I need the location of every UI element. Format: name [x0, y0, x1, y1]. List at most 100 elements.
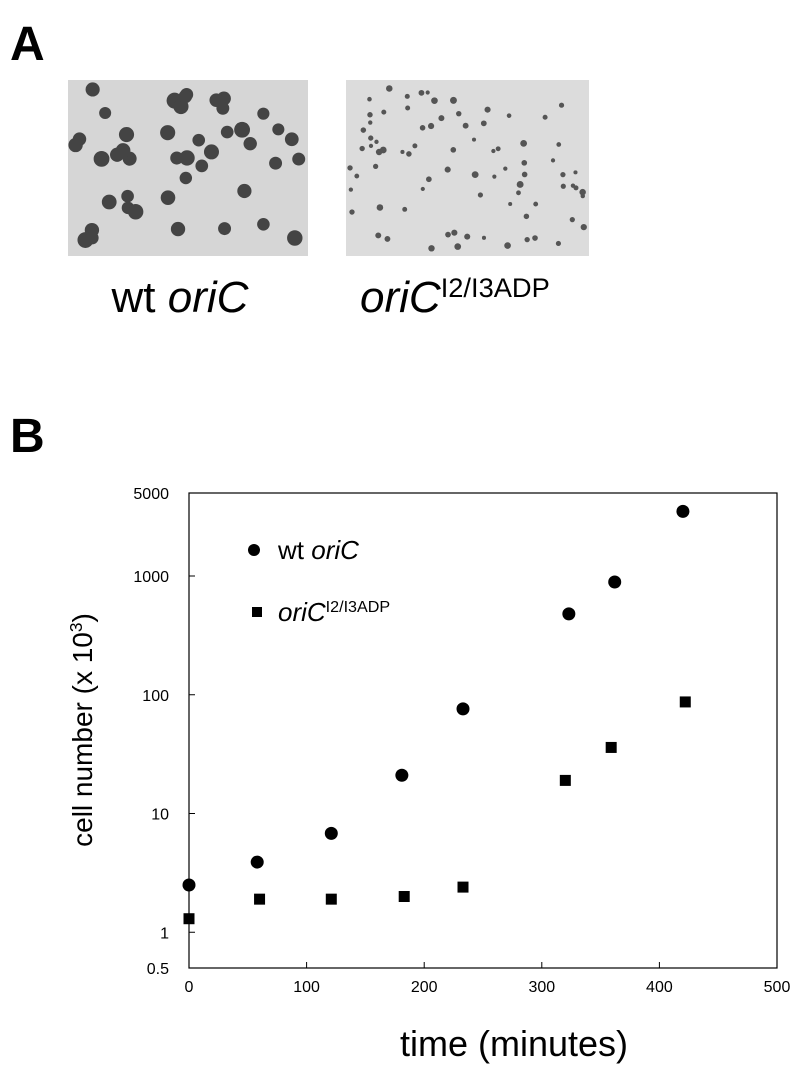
caption: wt oriC [111, 273, 250, 322]
legend-label: oriCI2/I3ADP [278, 597, 390, 627]
colony [170, 151, 184, 165]
colony [516, 181, 524, 188]
colony [427, 122, 435, 130]
legend-marker [248, 544, 260, 556]
colony [580, 224, 587, 231]
colony [359, 145, 365, 152]
colony [450, 96, 457, 104]
colony [367, 112, 373, 118]
colony [556, 142, 562, 147]
colony [405, 105, 411, 111]
colony [234, 121, 251, 138]
colony [521, 159, 528, 166]
colony [243, 136, 257, 151]
colony [491, 148, 496, 154]
colony [287, 230, 303, 246]
colony [573, 170, 578, 175]
colony [444, 166, 451, 173]
colony [418, 89, 425, 96]
y-tick-label: 1000 [133, 569, 169, 586]
legend-marker [252, 607, 262, 617]
colony [481, 235, 487, 240]
text-part: I2/I3ADP [441, 272, 550, 303]
colony [85, 231, 99, 245]
colony [404, 93, 410, 99]
colony [550, 158, 556, 163]
colony [412, 143, 418, 149]
colony [523, 213, 530, 220]
point [395, 768, 409, 782]
colony [381, 109, 387, 115]
colony [220, 125, 234, 139]
colony [195, 159, 209, 173]
y-tick-label: 1 [160, 925, 169, 942]
plot-frame [188, 492, 778, 969]
colony [373, 163, 379, 170]
colony [376, 204, 384, 211]
colony [400, 149, 405, 155]
colony [506, 113, 512, 118]
colony [521, 171, 528, 178]
text-part: oriC [360, 273, 442, 322]
colony [349, 209, 355, 215]
colony [93, 150, 110, 167]
colony [68, 137, 83, 153]
colony [580, 193, 585, 199]
point [183, 913, 195, 925]
colony [492, 174, 497, 179]
colony [85, 82, 100, 97]
colony [170, 221, 186, 237]
colony [471, 171, 479, 179]
colony [456, 110, 462, 117]
point [250, 855, 264, 869]
colony [257, 107, 270, 120]
colony [160, 125, 176, 141]
colony [419, 125, 426, 131]
x-tick-label: 500 [764, 979, 791, 996]
colony [462, 122, 469, 129]
x-tick-label: 300 [528, 979, 555, 996]
colony [368, 135, 374, 141]
x-axis-label: time (minutes) [400, 1023, 628, 1064]
colony [386, 85, 393, 92]
colony [368, 120, 373, 125]
colony [508, 201, 513, 207]
colony [367, 96, 372, 102]
colony [504, 242, 511, 249]
colony [379, 146, 387, 154]
text-part: oriC [278, 597, 326, 627]
colony [179, 171, 193, 185]
colony [237, 183, 252, 199]
colony [558, 102, 565, 108]
x-tick-label: 100 [293, 979, 320, 996]
colony [533, 201, 539, 207]
colonies [68, 82, 587, 252]
colony [374, 139, 379, 144]
text-part: ) [67, 613, 98, 622]
panel-letter: B [10, 410, 45, 463]
colony [520, 140, 528, 147]
x-tick-label: 400 [646, 979, 673, 996]
point [679, 696, 691, 708]
text-part: wt [111, 273, 168, 322]
colony [426, 176, 432, 183]
colony [99, 106, 112, 119]
text-part: time (minutes) [400, 1023, 628, 1064]
text-part: wt [277, 535, 311, 565]
colony [127, 204, 144, 220]
colony [570, 183, 576, 188]
colony [402, 206, 408, 212]
colony [384, 235, 391, 242]
colony [503, 166, 508, 171]
text-part: cell number (x 10 [67, 632, 98, 847]
point [608, 575, 622, 589]
point [562, 607, 576, 621]
colony [292, 152, 306, 166]
colony [532, 235, 538, 241]
point [254, 893, 266, 905]
colony [354, 173, 360, 179]
legend-label: wt oriC [277, 535, 359, 565]
colony [160, 190, 176, 205]
